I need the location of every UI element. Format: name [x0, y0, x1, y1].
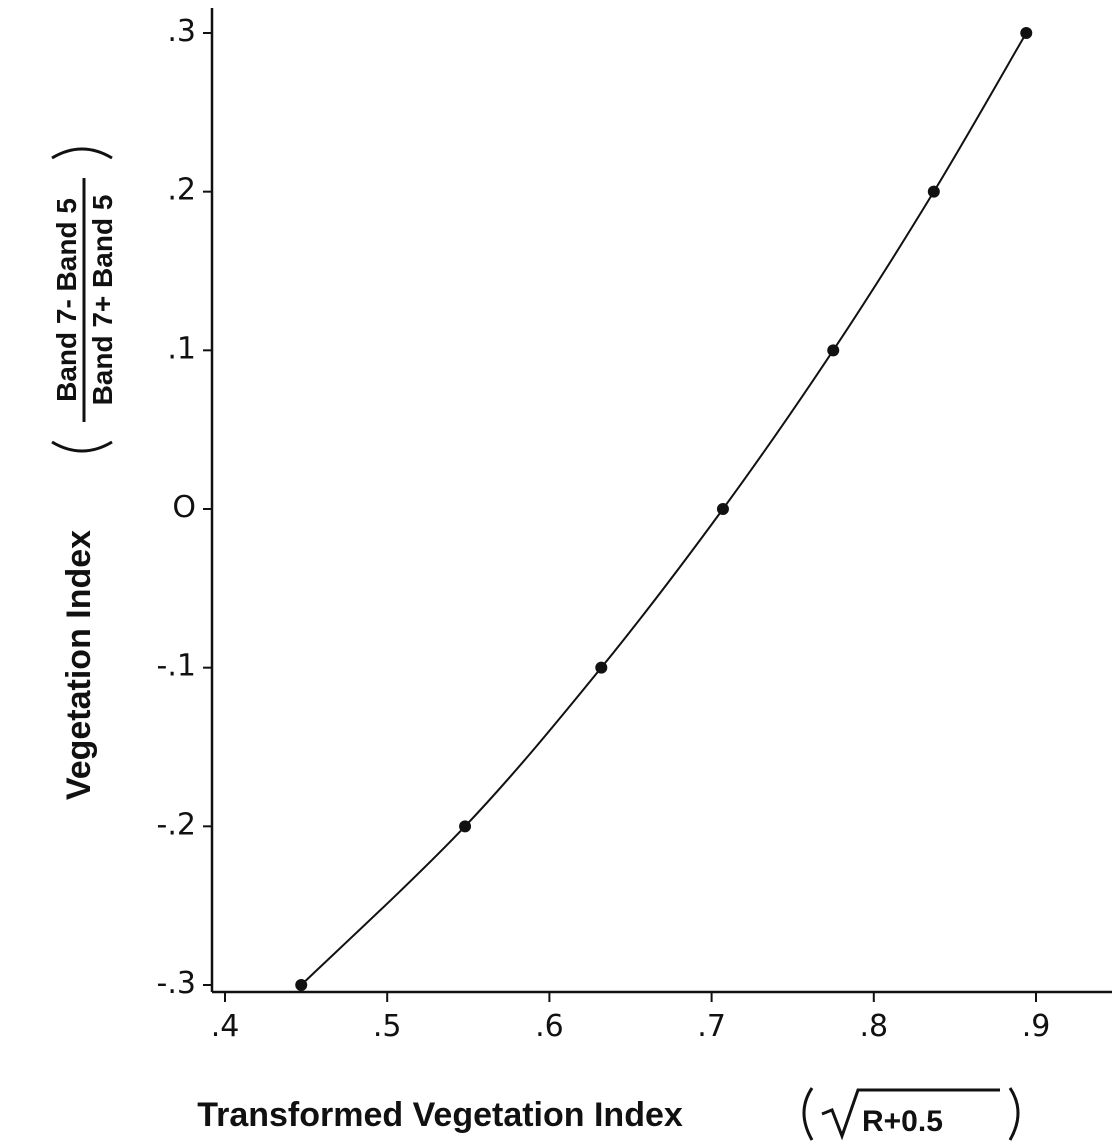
formula-left-paren: [802, 1087, 814, 1141]
left-paren: [51, 440, 113, 453]
formula-radicand: R+0.5: [862, 1105, 943, 1138]
fraction-numerator: Band 7- Band 5: [51, 198, 82, 402]
data-point: [927, 185, 940, 198]
y-ticks: -.3 -.2 -.1 O .1 .2 .3: [157, 14, 212, 1001]
y-tick-label: -.3: [157, 966, 196, 1001]
data-points: [295, 27, 1033, 991]
sqrt-icon: [821, 1088, 1000, 1141]
y-axis-title: Vegetation Index: [60, 530, 98, 800]
data-point: [1020, 27, 1033, 39]
y-tick-label: .1: [167, 331, 196, 366]
y-tick-label: -.1: [157, 649, 196, 684]
data-point: [827, 344, 840, 357]
x-axis-formula: R+0.5: [802, 1087, 1020, 1141]
y-tick-label: O: [172, 490, 196, 525]
data-point: [459, 820, 472, 833]
x-tick-label: .5: [373, 1009, 402, 1044]
formula-right-paren: [1008, 1087, 1020, 1141]
y-tick-label: .3: [167, 14, 196, 49]
fraction-denominator: Band 7+ Band 5: [87, 195, 118, 406]
series-line: [300, 32, 1028, 986]
right-paren: [51, 147, 113, 160]
data-point: [716, 503, 729, 515]
x-axis-title: Transformed Vegetation Index: [197, 1096, 683, 1134]
y-tick-label: .2: [167, 173, 196, 208]
x-tick-label: .9: [1022, 1009, 1051, 1044]
data-point: [295, 979, 308, 991]
y-tick-label: -.2: [157, 807, 196, 842]
y-axis-formula: Band 7- Band 5 Band 7+ Band 5: [51, 147, 118, 453]
data-point: [595, 661, 608, 674]
x-tick-label: .8: [859, 1009, 888, 1044]
x-ticks: .4 .5 .6 .7 .8 .9: [211, 992, 1051, 1044]
x-tick-label: .7: [697, 1009, 726, 1044]
x-tick-label: .6: [535, 1009, 564, 1044]
x-tick-label: .4: [211, 1009, 240, 1044]
y-axis-title-group: Vegetation Index: [60, 530, 98, 800]
